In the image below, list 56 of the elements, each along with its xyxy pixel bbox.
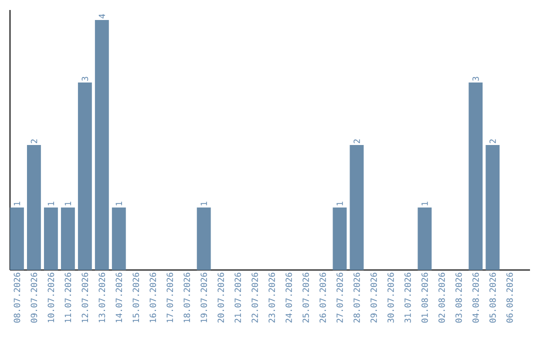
x-tick-label: 11.07.2026 — [64, 272, 72, 322]
x-tick-label: 20.07.2026 — [218, 272, 224, 323]
data-label: 1 — [422, 202, 428, 206]
x-tick-label: 19.07.2026 — [200, 272, 208, 322]
x-tick-label: 31.07.2026 — [404, 272, 411, 323]
bar — [94, 20, 109, 270]
x-tick-label: 06.08.2026 — [506, 272, 513, 323]
bar — [26, 144, 41, 270]
x-tick-label: 05.08.2026 — [489, 272, 496, 323]
x-tick-label: 25.07.2026 — [302, 272, 309, 323]
x-tick-label: 13.07.2026 — [98, 272, 106, 322]
bar — [486, 144, 500, 270]
data-label: 2 — [354, 139, 360, 144]
bar — [332, 208, 347, 270]
x-tick-label: 15.07.2026 — [132, 272, 140, 322]
x-tick-label: 23.07.2026 — [268, 272, 275, 323]
x-tick-label: 09.07.2026 — [30, 272, 38, 323]
x-tick-label: 03.08.2026 — [455, 272, 462, 323]
x-tick-label: 12.07.2026 — [82, 272, 88, 322]
x-tick-label: 01.08.2026 — [421, 272, 428, 323]
x-tick-label: 18.07.2026 — [184, 272, 190, 322]
data-label: 1 — [336, 202, 343, 206]
bar — [10, 208, 24, 270]
data-label: 3 — [82, 76, 88, 81]
x-tick-label: 21.07.2026 — [234, 272, 242, 323]
data-label: 2 — [30, 139, 38, 144]
data-label: 1 — [200, 202, 207, 206]
x-tick-label: 26.07.2026 — [320, 272, 326, 323]
data-label: 2 — [489, 139, 496, 144]
x-tick-label: 14.07.2026 — [116, 272, 122, 322]
x-tick-label: 27.07.2026 — [336, 272, 343, 323]
x-tick-label: 30.07.2026 — [388, 272, 394, 323]
data-label: 1 — [64, 202, 72, 206]
bar — [44, 208, 58, 270]
x-tick-label: 22.07.2026 — [252, 272, 258, 323]
data-label: 1 — [14, 202, 20, 206]
x-tick-label: 10.07.2026 — [48, 272, 54, 322]
bar — [418, 208, 432, 270]
x-tick-label: 29.07.2026 — [370, 272, 377, 323]
bar — [350, 144, 364, 270]
bar — [196, 208, 211, 270]
x-tick-label: 17.07.2026 — [166, 272, 174, 322]
x-tick-label: 16.07.2026 — [150, 272, 156, 322]
bar — [112, 208, 126, 270]
x-tick-label: 28.07.2026 — [354, 272, 360, 323]
data-label: 3 — [472, 76, 479, 81]
bar — [60, 208, 75, 270]
data-label: 4 — [98, 14, 105, 18]
x-tick-label: 02.08.2026 — [438, 272, 445, 323]
x-tick-label: 24.07.2026 — [286, 272, 292, 323]
x-tick-label: 04.08.2026 — [472, 272, 479, 323]
bar — [468, 82, 483, 270]
data-label: 1 — [48, 202, 54, 206]
x-tick-label: 08.07.2026 — [14, 272, 20, 323]
bar — [78, 82, 92, 270]
data-label: 1 — [116, 202, 122, 206]
